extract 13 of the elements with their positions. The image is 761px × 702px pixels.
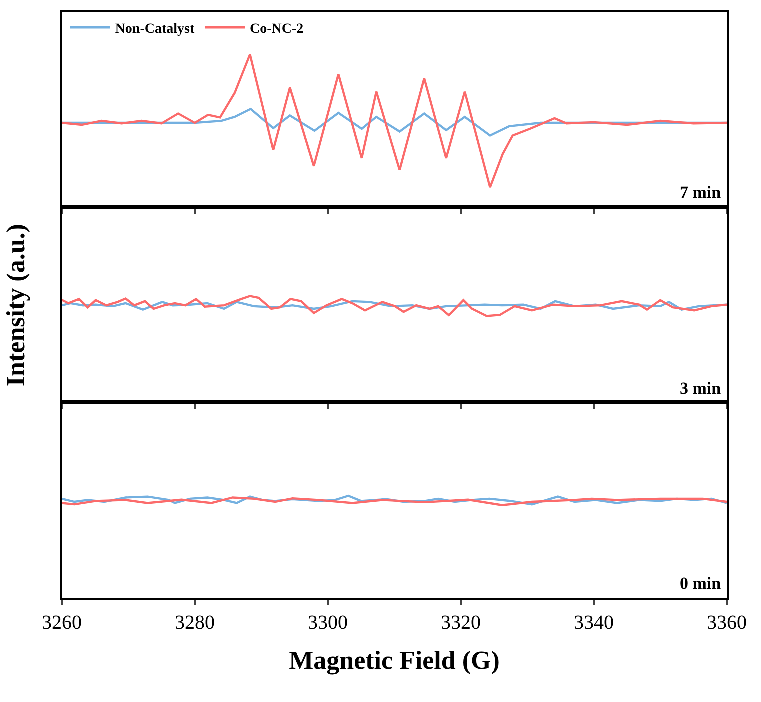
legend-label: Non-Catalyst (115, 22, 195, 38)
y-axis-title: Intensity (a.u.) (2, 224, 31, 387)
legend-label: Co-NC-2 (250, 22, 304, 38)
x-tick-label: 3360 (707, 612, 747, 634)
x-tick-label: 3260 (42, 612, 82, 634)
annotation: 0 min (680, 574, 722, 593)
x-tick-label: 3280 (175, 612, 215, 634)
x-axis-title: Magnetic Field (G) (289, 646, 500, 676)
x-tick-label: 3300 (308, 612, 348, 634)
annotation: 3 min (680, 379, 722, 398)
x-tick-label: 3340 (574, 612, 614, 634)
x-tick-label: 3320 (441, 612, 481, 634)
annotation: 7 min (680, 183, 722, 202)
